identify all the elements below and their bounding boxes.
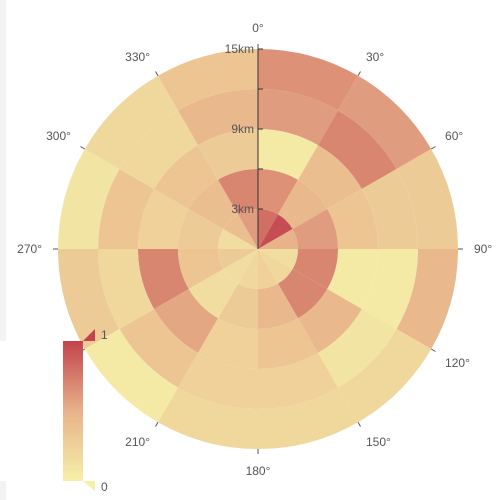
heatmap-cell[interactable] [218, 249, 258, 269]
angle-tick [357, 421, 361, 427]
visual-map-handle-max[interactable] [83, 329, 95, 341]
heatmap-cell[interactable] [396, 149, 458, 249]
heatmap-cell[interactable] [338, 329, 432, 423]
heatmap-cell[interactable] [154, 289, 218, 353]
angle-tick [155, 71, 159, 77]
heatmap-cell[interactable] [361, 249, 418, 329]
heatmap-cell[interactable] [258, 249, 298, 269]
heatmap-cell[interactable] [198, 318, 258, 369]
heatmap-cell[interactable] [119, 110, 198, 189]
heatmap-cell[interactable] [188, 269, 238, 319]
heatmap-cell[interactable] [327, 249, 378, 309]
angle-tick [155, 421, 159, 427]
heatmap-cell[interactable] [258, 249, 278, 289]
heatmap-cell[interactable] [292, 249, 338, 289]
heatmap-cell[interactable] [84, 329, 178, 423]
left-edge-panel [0, 0, 6, 500]
heatmap-cell[interactable] [278, 269, 328, 319]
heatmap-cell[interactable] [292, 209, 338, 249]
heatmap-cell[interactable] [223, 249, 258, 284]
radius-tick-label: 3km [231, 202, 254, 216]
heatmap-cell[interactable] [258, 387, 358, 449]
heatmap-cell[interactable] [178, 352, 258, 409]
heatmap-cell[interactable] [58, 249, 120, 349]
angle-tick-label: 210° [125, 435, 150, 449]
heatmap-cell[interactable] [119, 309, 198, 388]
heatmap-cell[interactable] [318, 110, 397, 189]
heatmap-cell[interactable] [178, 209, 224, 249]
angle-tick [80, 146, 86, 150]
heatmap-cell[interactable] [84, 75, 178, 169]
heatmap-cell[interactable] [361, 169, 418, 249]
heatmap-cell[interactable] [298, 145, 362, 209]
heatmap-cell[interactable] [154, 145, 218, 209]
angle-tick [430, 146, 436, 150]
heatmap-cell[interactable] [258, 49, 358, 111]
angle-tick-label: 180° [246, 464, 271, 478]
angle-tick-label: 60° [445, 129, 463, 143]
visual-map-bar[interactable] [63, 341, 83, 481]
heatmap-cell[interactable] [238, 249, 258, 289]
angle-tick-label: 0° [252, 21, 264, 35]
visual-map-handle-min[interactable] [83, 481, 95, 491]
radius-tick-label: 15km [225, 42, 254, 56]
angle-tick-label: 30° [366, 50, 384, 64]
heatmap-cell[interactable] [58, 149, 120, 249]
heatmap-cell[interactable] [178, 89, 258, 146]
angle-tick [430, 348, 436, 352]
heatmap-cell[interactable] [318, 309, 397, 388]
heatmap-cell[interactable] [258, 229, 298, 249]
heatmap-cell[interactable] [138, 189, 189, 249]
heatmap-cell[interactable] [258, 209, 278, 249]
radius-axis: 3km 9km 15km [225, 42, 263, 249]
heatmap-cell[interactable] [98, 249, 155, 329]
visual-map[interactable]: 10 [0, 328, 108, 494]
radius-tick-label: 9km [231, 122, 254, 136]
angle-tick-label: 270° [17, 242, 42, 256]
heatmap-cell[interactable] [298, 289, 362, 353]
heatmap-cell[interactable] [258, 129, 318, 180]
heatmap-cell[interactable] [258, 214, 293, 249]
heatmap-cell[interactable] [258, 283, 298, 329]
heatmap-cell[interactable] [218, 169, 258, 215]
heatmap-cell[interactable] [223, 214, 258, 249]
visual-map-min-label: 0 [101, 480, 108, 494]
heatmap-cell[interactable] [188, 179, 238, 229]
heatmap-cell[interactable] [218, 229, 258, 249]
heatmap-cell[interactable] [158, 49, 258, 111]
angle-tick-label: 300° [46, 129, 71, 143]
angle-tick-label: 90° [474, 242, 492, 256]
heatmap-cells [58, 49, 458, 449]
heatmap-cell[interactable] [198, 129, 258, 180]
heatmap-cell[interactable] [98, 169, 155, 249]
heatmap-cell[interactable] [178, 249, 224, 289]
visual-map-max-label: 1 [101, 328, 108, 342]
heatmap-cell[interactable] [258, 318, 318, 369]
angle-tick-label: 120° [445, 356, 470, 370]
angle-tick-label: 150° [366, 435, 391, 449]
heatmap-cell[interactable] [258, 249, 293, 284]
heatmap-cell[interactable] [158, 387, 258, 449]
angle-tick [357, 71, 361, 77]
heatmap-cell[interactable] [238, 209, 258, 249]
heatmap-cell[interactable] [258, 169, 298, 215]
heatmap-cell[interactable] [338, 75, 432, 169]
heatmap-cell[interactable] [258, 89, 338, 146]
heatmap-cell[interactable] [218, 283, 258, 329]
heatmap-cell[interactable] [258, 352, 338, 409]
angle-tick-label: 330° [125, 50, 150, 64]
heatmap-cell[interactable] [396, 249, 458, 349]
heatmap-cell[interactable] [138, 249, 189, 309]
heatmap-cell[interactable] [278, 179, 328, 229]
heatmap-cell[interactable] [327, 189, 378, 249]
visual-map-backdrop [0, 341, 63, 481]
